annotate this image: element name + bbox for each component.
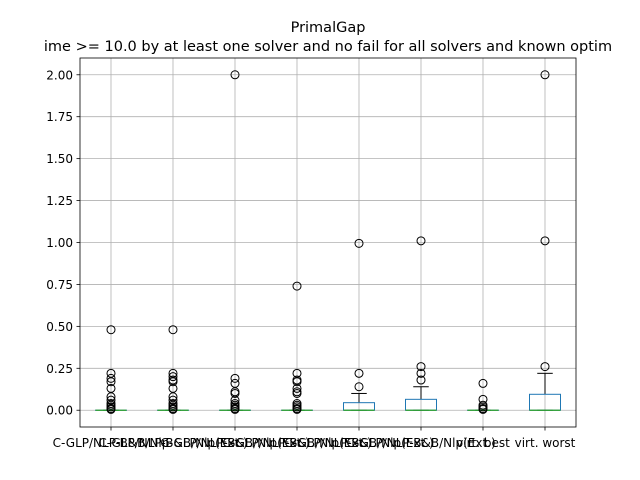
- chart-title: PrimalGap: [291, 20, 366, 36]
- outlier-point: [416, 236, 426, 246]
- box-plots: [95, 70, 561, 414]
- y-tick-label: 1.25: [46, 194, 73, 208]
- y-tick-label: 0.00: [46, 404, 73, 418]
- box-plot: [219, 70, 251, 414]
- outlier-point: [416, 362, 426, 372]
- outlier-point: [292, 404, 302, 414]
- box-plot: [467, 378, 499, 414]
- outlier-point: [354, 238, 364, 248]
- y-tick-label: 1.75: [46, 110, 73, 124]
- grid-lines: [80, 58, 576, 427]
- outlier-point: [106, 325, 116, 335]
- outlier-point: [540, 362, 550, 372]
- outlier-point: [292, 388, 302, 398]
- outlier-point: [292, 377, 302, 387]
- outlier-point: [416, 375, 426, 385]
- outlier-point: [168, 377, 178, 387]
- outlier-point: [106, 373, 116, 383]
- outlier-point: [416, 368, 426, 378]
- outlier-point: [168, 372, 178, 382]
- x-tick-label: C-GLP/NLP-B&B/Nlp(Ext.): [160, 436, 309, 450]
- outlier-point: [354, 382, 364, 392]
- box-plot: [95, 325, 127, 414]
- outlier-point: [540, 236, 550, 246]
- x-tick-label: C-GLP/NLP-B&B/Nlp(Ext.): [284, 436, 433, 450]
- y-tick-label: 2.00: [46, 68, 73, 82]
- outlier-point: [478, 404, 488, 414]
- outlier-point: [168, 325, 178, 335]
- y-axis: 0.00 0.25 0.50 0.75 1.00 1.25 1.50 1.75 2.00: [46, 68, 80, 418]
- y-tick-label: 1.50: [46, 152, 73, 166]
- chart-subtitle: ime >= 10.0 by at least one solver and n…: [44, 39, 612, 55]
- box-plot: [343, 238, 375, 411]
- outlier-point: [106, 404, 116, 414]
- x-tick-label: C-GLP/NLP-B&B/Nlp(Ext.): [222, 436, 371, 450]
- box-plot: [529, 70, 561, 411]
- box-plot: [281, 281, 313, 414]
- box-plot: [405, 236, 437, 411]
- x-tick-label: virt. worst: [515, 436, 576, 450]
- outlier-point: [230, 373, 240, 383]
- outlier-point: [292, 281, 302, 291]
- outlier-point: [106, 377, 116, 387]
- outlier-point: [230, 70, 240, 80]
- y-tick-label: 1.00: [46, 236, 73, 250]
- y-tick-label: 0.50: [46, 320, 73, 334]
- x-tick-label: C-GLP/NLP-B&B/Nlp(Ext.): [98, 436, 247, 450]
- outlier-point: [478, 378, 488, 388]
- x-axis: C-GLP/NLP-B&B/NlpC-GLP/NLP-B&B/Nlp(Ext.)…: [53, 427, 576, 450]
- y-tick-label: 0.25: [46, 362, 73, 376]
- outlier-point: [354, 368, 364, 378]
- outlier-point: [540, 70, 550, 80]
- outlier-point: [230, 404, 240, 414]
- x-tick-label: C-GLP/NLP-B&B/Nlp(Ext.): [346, 436, 495, 450]
- outlier-point: [230, 388, 240, 398]
- x-tick-label: C-GLP/NLP-B&B/Nlp: [53, 436, 170, 450]
- outlier-point: [168, 404, 178, 414]
- x-tick-label: virt. best: [456, 436, 510, 450]
- box-plot: [157, 325, 189, 414]
- outlier-point: [292, 383, 302, 393]
- y-tick-label: 0.75: [46, 278, 73, 292]
